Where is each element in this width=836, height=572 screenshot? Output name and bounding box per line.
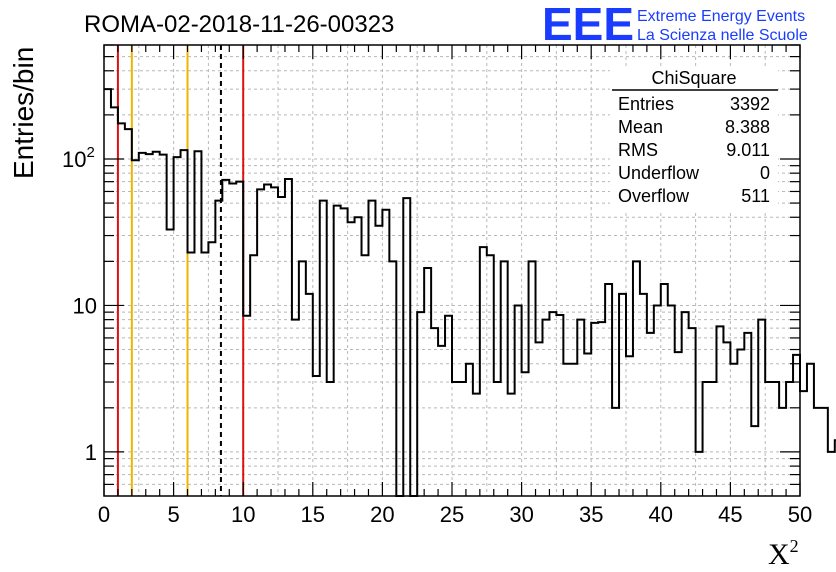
logo-line2: La Scienza nelle Scuole	[637, 27, 808, 44]
stats-value: 8.388	[725, 117, 770, 137]
y-tick-label-base: 10	[62, 147, 86, 172]
x-tick-label: 35	[579, 502, 603, 527]
marker-lines	[116, 45, 245, 496]
x-tick-label: 15	[301, 502, 325, 527]
stats-value: 3392	[730, 94, 770, 114]
eee-logo: EEE Extreme Energy Events La Scienza nel…	[542, 0, 808, 50]
stats-box: ChiSquare Entries 3392 Mean 8.388 RMS 9.011 Un…	[610, 66, 778, 210]
stats-value: 0	[760, 163, 770, 183]
y-tick-label: 102	[62, 144, 95, 172]
stats-value: 9.011	[726, 140, 770, 160]
histogram-line	[104, 88, 836, 497]
y-tick-label: 10	[73, 293, 97, 318]
stats-value: 511	[741, 186, 770, 206]
x-tick-labels: 0 5 10 15 20 25 30 35 40 45 50	[98, 502, 812, 527]
stats-name: ChiSquare	[651, 68, 736, 88]
logo-line1: Extreme Energy Events	[637, 8, 805, 25]
stats-label: RMS	[618, 140, 658, 160]
y-tick-label-exp: 2	[86, 144, 94, 161]
y-axis-label: Entries/bin	[8, 47, 39, 179]
x-tick-label: 50	[788, 502, 812, 527]
x-tick-label: 30	[509, 502, 533, 527]
x-tick-label: 45	[718, 502, 742, 527]
x-tick-label: 0	[98, 502, 110, 527]
x-axis-label: X2	[768, 536, 799, 571]
chart-title: ROMA-02-2018-11-26-00323	[84, 11, 394, 38]
stats-rows: Entries 3392 Mean 8.388 RMS 9.011 Underflow 0 Ov…	[618, 94, 770, 206]
stats-label: Entries	[618, 94, 674, 114]
y-tick-label: 1	[85, 440, 97, 465]
logo-text: EEE	[542, 0, 634, 50]
stats-label: Overflow	[618, 186, 690, 206]
stats-label: Mean	[618, 117, 663, 137]
x-tick-label: 20	[370, 502, 394, 527]
x-tick-label: 40	[649, 502, 673, 527]
x-tick-label: 25	[440, 502, 464, 527]
x-axis-label-base: X	[768, 538, 790, 571]
x-tick-label: 10	[231, 502, 255, 527]
stats-label: Underflow	[618, 163, 700, 183]
x-tick-label: 5	[167, 502, 179, 527]
x-axis-label-sup: 2	[790, 536, 799, 556]
axis-ticks	[103, 44, 801, 496]
